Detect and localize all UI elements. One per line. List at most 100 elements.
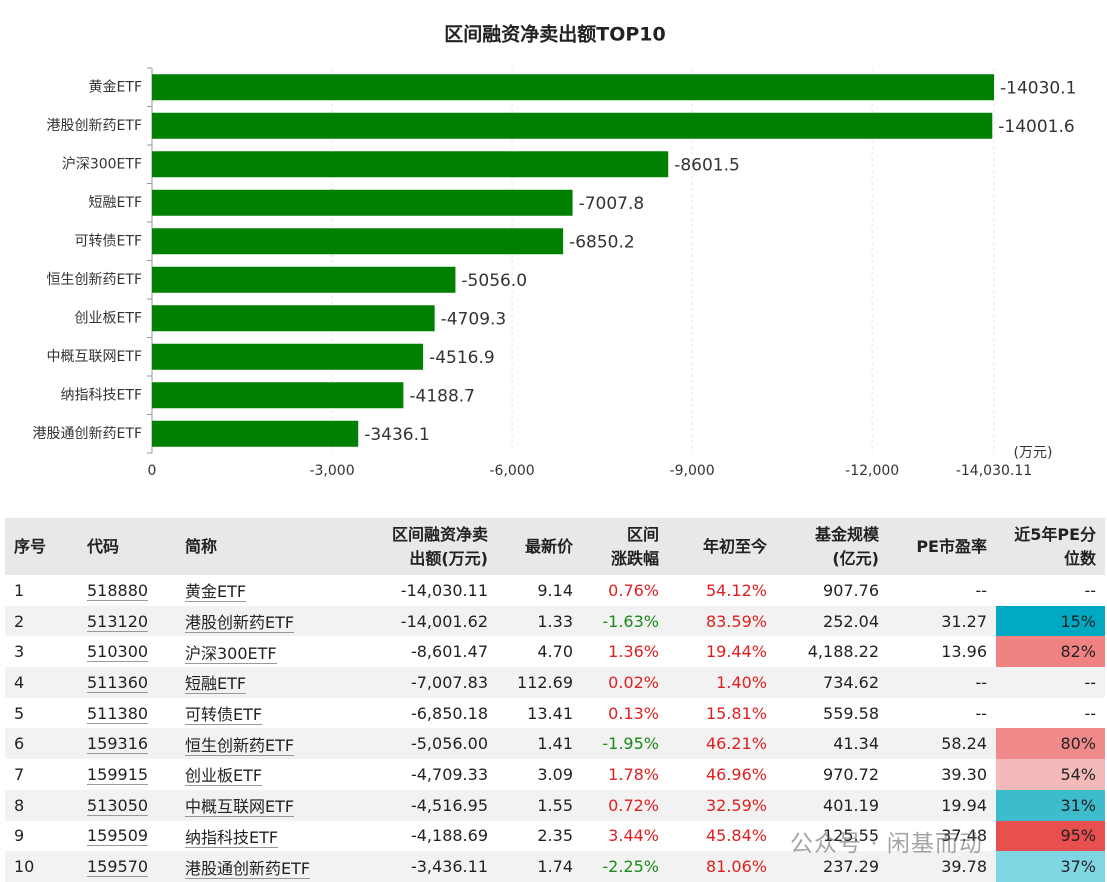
bar <box>152 112 993 139</box>
bar <box>152 420 359 447</box>
cell-text: -14,030.11 <box>400 580 488 600</box>
cell-text: 19.44% <box>705 642 767 662</box>
cell-text: 5 <box>14 703 25 723</box>
cell-text: 559.58 <box>823 703 879 723</box>
y-tick-label: 恒生创新药ETF <box>47 272 142 288</box>
value-label: -3436.1 <box>364 425 430 445</box>
table-cell: 10 <box>5 851 78 882</box>
cell-text: -4,516.95 <box>410 795 488 815</box>
table-cell: -1.95% <box>582 728 668 760</box>
header-text: 代码 <box>87 536 120 556</box>
cell-text: 4 <box>14 672 25 692</box>
table-cell: 可转债ETF <box>176 698 355 729</box>
table-cell: 4 <box>5 667 78 698</box>
table-cell: 518880 <box>78 575 176 606</box>
header-cell: 年初至今 <box>668 518 776 575</box>
table-cell: 54% <box>996 759 1105 790</box>
cell-text: 907.76 <box>823 580 879 600</box>
table-cell: 159570 <box>78 851 176 882</box>
value-label: -8601.5 <box>674 155 740 175</box>
cell-text: 46.96% <box>705 764 767 784</box>
table-row: 2 513120 港股创新药ETF -14,001.62 1.33 -1.63% 83.59… <box>5 605 1105 637</box>
cell-text: 13.96 <box>941 642 987 662</box>
table-cell: 港股创新药ETF <box>176 605 355 637</box>
table-cell: 46.21% <box>668 728 776 760</box>
y-tick-label: 短融ETF <box>89 195 142 211</box>
cell-text: 159570 <box>87 857 149 878</box>
cell-text: 159509 <box>87 826 149 847</box>
table-cell: -4,516.95 <box>355 789 497 821</box>
cell-text: 511380 <box>87 703 149 724</box>
value-label: -4188.7 <box>409 386 475 406</box>
cell-text: 7 <box>14 764 25 784</box>
table-cell: 237.29 <box>776 851 888 882</box>
table-cell: 31% <box>996 789 1105 821</box>
cell-text: 54% <box>1060 764 1096 784</box>
table-cell: 19.94 <box>888 789 996 821</box>
x-tick-label: -3,000 <box>309 463 354 479</box>
cell-text: 513050 <box>87 795 149 816</box>
header-text: 简称 <box>185 536 218 556</box>
table-cell: 46.96% <box>668 759 776 790</box>
table-cell: -- <box>996 575 1105 606</box>
cell-text: 沪深300ETF <box>185 643 277 664</box>
cell-text: -4,709.33 <box>410 764 488 784</box>
table-cell: 1 <box>5 575 78 606</box>
table-cell: 1.55 <box>497 789 582 821</box>
cell-text: -6,850.18 <box>410 703 488 723</box>
table-row: 4 511360 短融ETF -7,007.83 112.69 0.02% 1.40% 734… <box>5 667 1105 698</box>
x-tick-label: -6,000 <box>490 463 535 479</box>
cell-text: 82% <box>1060 642 1096 662</box>
cell-text: 纳指科技ETF <box>185 827 279 848</box>
table-cell: -1.63% <box>582 605 668 637</box>
table-cell: 252.04 <box>776 605 888 637</box>
table-cell: 2.35 <box>497 821 582 852</box>
table-cell: 510300 <box>78 636 176 667</box>
cell-text: -- <box>975 580 987 600</box>
data-table: 序号 代码 简称 区间融资净卖 出额(万元) 最新价 区间 涨跌幅 年初至今 基金规模 (亿元) PE… <box>5 518 1105 882</box>
table-cell: 8 <box>5 789 78 821</box>
table-cell: 3.44% <box>582 821 668 852</box>
table-cell: 15.81% <box>668 698 776 729</box>
table-cell: 19.44% <box>668 636 776 667</box>
cell-text: 1.36% <box>608 642 659 662</box>
table-cell: 513050 <box>78 789 176 821</box>
value-label: -14001.6 <box>998 117 1074 137</box>
header-cell: 基金规模 (亿元) <box>776 518 888 575</box>
cell-text: 39.78 <box>941 857 987 877</box>
y-tick-label: 沪深300ETF <box>62 156 142 172</box>
table-cell: 黄金ETF <box>176 575 355 606</box>
table-cell: 82% <box>996 636 1105 668</box>
table-cell: 4,188.22 <box>776 636 888 667</box>
cell-text: 734.62 <box>823 672 879 692</box>
cell-text: 15.81% <box>705 703 767 723</box>
cell-text: -14,001.62 <box>400 611 488 631</box>
cell-text: 8 <box>14 795 25 815</box>
cell-text: 黄金ETF <box>185 582 247 603</box>
table-cell: 401.19 <box>776 789 888 821</box>
table-cell: 80% <box>996 728 1105 760</box>
cell-text: 46.21% <box>705 734 767 754</box>
table-cell: -4,188.69 <box>355 821 497 852</box>
watermark-text: 公众号 · 闲基而动 <box>790 831 983 857</box>
cell-text: 159915 <box>87 764 149 785</box>
header-text: 序号 <box>14 536 47 556</box>
cell-text: 0.76% <box>608 580 659 600</box>
cell-text: 1.55 <box>537 795 573 815</box>
cell-text: -5,056.00 <box>410 734 488 754</box>
cell-text: 15% <box>1060 611 1096 631</box>
table-cell: 0.76% <box>582 575 668 606</box>
bar <box>152 343 424 370</box>
table-cell: 83.59% <box>668 605 776 637</box>
cell-text: 39.30 <box>941 764 987 784</box>
bar <box>152 382 404 409</box>
table-cell: 513120 <box>78 605 176 637</box>
cell-text: 中概互联网ETF <box>185 797 295 818</box>
table-cell: 734.62 <box>776 667 888 698</box>
table-row: 1 518880 黄金ETF -14,030.11 9.14 0.76% 54.12% 907… <box>5 575 1105 606</box>
table-cell: -14,030.11 <box>355 575 497 606</box>
table-cell: 6 <box>5 728 78 760</box>
table-cell: -- <box>888 698 996 729</box>
cell-text: 13.41 <box>527 703 573 723</box>
table-cell: 短融ETF <box>176 667 355 698</box>
